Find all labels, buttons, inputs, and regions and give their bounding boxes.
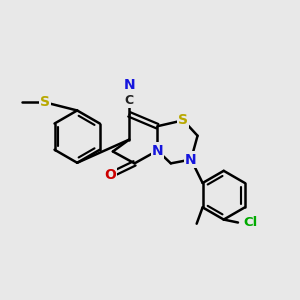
Text: Cl: Cl	[243, 216, 258, 229]
Text: C: C	[124, 94, 134, 107]
Text: S: S	[40, 95, 50, 110]
Text: S: S	[178, 113, 188, 127]
Text: O: O	[104, 168, 116, 182]
Text: N: N	[152, 144, 163, 158]
Text: N: N	[185, 152, 197, 167]
Text: S: S	[40, 95, 50, 110]
Text: N: N	[123, 78, 135, 92]
